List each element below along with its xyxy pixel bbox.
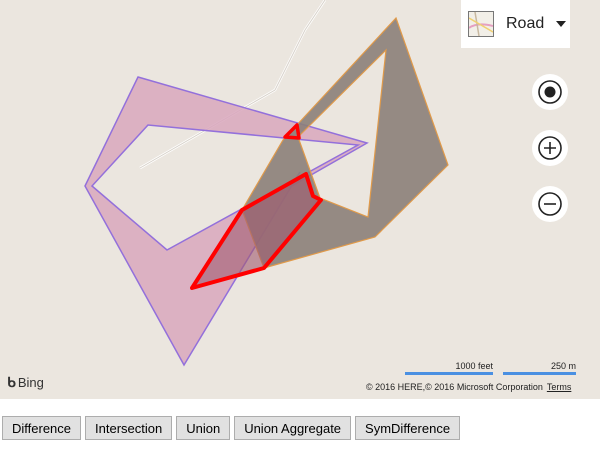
- map-canvas[interactable]: Road ᑲ Bing 1000 feet 250 m © 2016 HERE,…: [0, 0, 600, 399]
- plus-icon: [538, 136, 562, 160]
- locate-icon: [538, 80, 562, 104]
- scale-feet-label: 1000 feet: [455, 361, 493, 371]
- scale-bar-line: [503, 372, 576, 375]
- zoom-out-button[interactable]: [532, 186, 568, 222]
- bing-b-icon: ᑲ: [7, 374, 16, 390]
- scale-bar-meters: 250 m: [503, 361, 576, 375]
- map-style-thumbnail-icon: [468, 11, 494, 37]
- chevron-down-icon: [556, 21, 567, 27]
- scale-bar-line: [405, 372, 493, 375]
- terms-link[interactable]: Terms: [546, 382, 572, 392]
- copyright-text: © 2016 HERE,© 2016 Microsoft Corporation: [366, 382, 543, 392]
- my-location-button[interactable]: [532, 74, 568, 110]
- difference-button[interactable]: Difference: [2, 416, 82, 440]
- intersection-button[interactable]: Intersection: [85, 416, 173, 440]
- zoom-in-button[interactable]: [532, 130, 568, 166]
- symdifference-button[interactable]: SymDifference: [355, 416, 461, 440]
- map-shapes-layer: [84, 0, 449, 367]
- operation-toolbar: Difference Intersection Union Union Aggr…: [2, 416, 461, 440]
- scale-bar-feet: 1000 feet: [405, 361, 493, 375]
- bing-logo-text: Bing: [17, 375, 44, 390]
- bing-logo: ᑲ Bing: [7, 374, 44, 391]
- result-small-triangle[interactable]: [283, 123, 301, 140]
- minus-icon: [538, 192, 562, 216]
- result-polygon[interactable]: [190, 172, 323, 290]
- map-style-picker[interactable]: Road: [461, 0, 570, 48]
- scale-meters-label: 250 m: [550, 361, 576, 371]
- map-style-label: Road: [506, 15, 545, 32]
- union-aggregate-button[interactable]: Union Aggregate: [234, 416, 352, 440]
- union-button[interactable]: Union: [176, 416, 231, 440]
- map-copyright: © 2016 HERE,© 2016 Microsoft Corporation…: [366, 382, 571, 392]
